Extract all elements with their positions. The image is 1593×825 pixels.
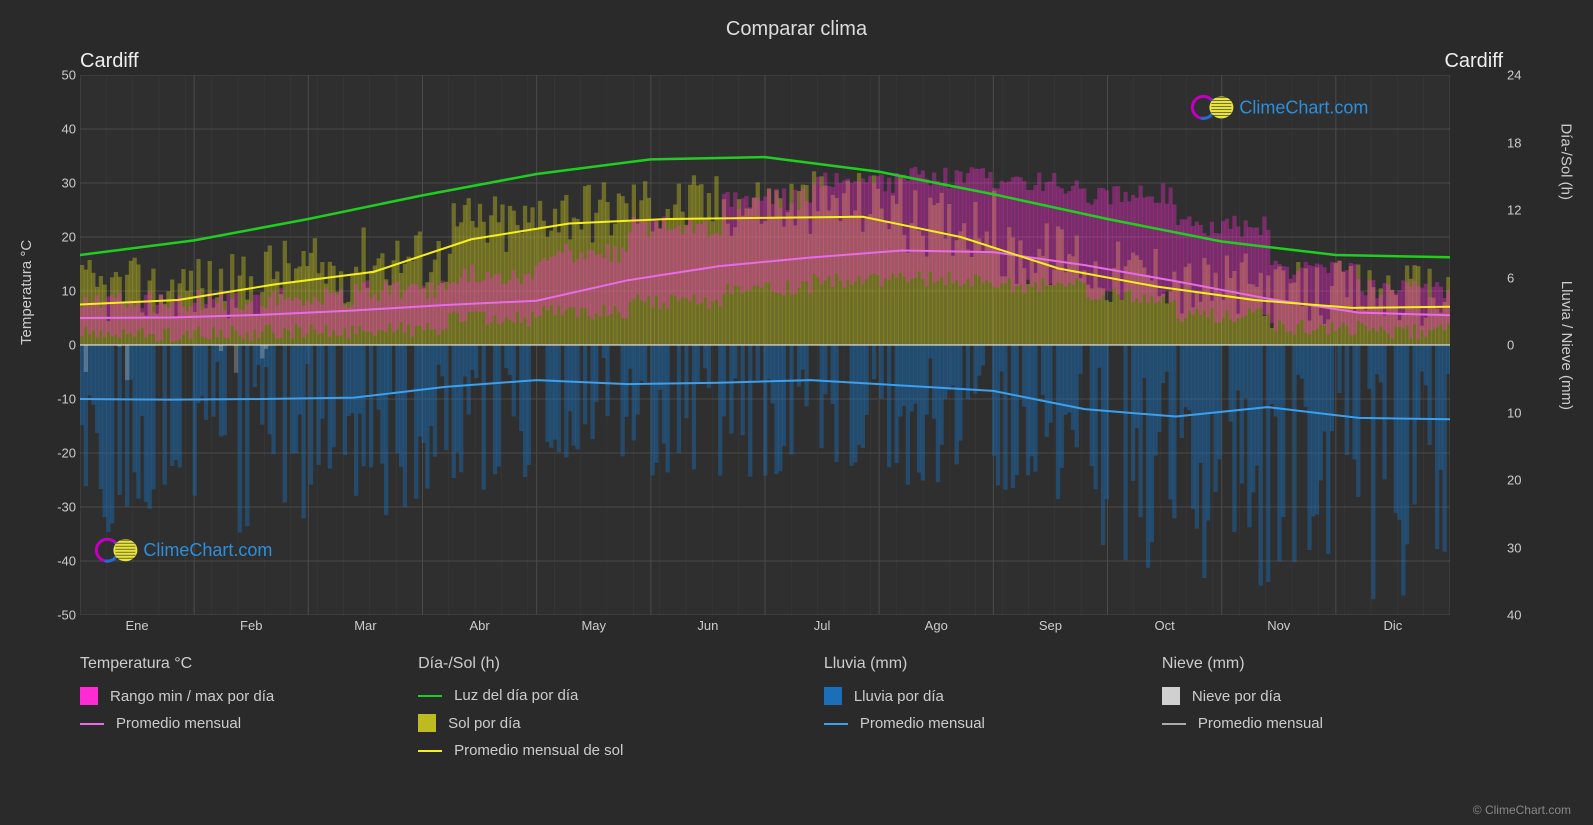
- y-left-tick-label: 0: [48, 338, 76, 353]
- x-tick-label: Sep: [1039, 618, 1062, 633]
- y-axis-left-label: Temperatura °C: [18, 240, 35, 345]
- y-left-tick-label: 50: [48, 68, 76, 83]
- legend-column: Lluvia (mm) Lluvia por día Promedio mensua…: [824, 655, 1162, 769]
- y-left-tick-label: 10: [48, 284, 76, 299]
- y-left-tick-label: -10: [48, 392, 76, 407]
- legend-item: Promedio mensual: [80, 715, 418, 732]
- chart-svg: ClimeChart.com ClimeChart.com: [80, 75, 1450, 615]
- x-tick-label: Nov: [1267, 618, 1290, 633]
- y-axis-right-top-label: Día-/Sol (h): [1558, 123, 1575, 200]
- legend-item-label: Promedio mensual: [860, 715, 985, 732]
- legend-swatch: [80, 687, 98, 705]
- legend-swatch: [418, 714, 436, 732]
- legend-item: Promedio mensual: [1162, 715, 1500, 732]
- y-right-bottom-tick-label: 10: [1507, 405, 1535, 420]
- y-right-top-tick-label: 18: [1507, 135, 1535, 150]
- y-left-tick-label: -40: [48, 554, 76, 569]
- svg-text:ClimeChart.com: ClimeChart.com: [143, 540, 272, 560]
- y-right-top-tick-label: 6: [1507, 270, 1535, 285]
- legend-item: Nieve por día: [1162, 687, 1500, 705]
- legend-item-label: Nieve por día: [1192, 688, 1281, 705]
- x-tick-label: Mar: [354, 618, 376, 633]
- svg-text:ClimeChart.com: ClimeChart.com: [1239, 97, 1368, 117]
- y-left-tick-label: -30: [48, 500, 76, 515]
- legend-swatch: [1162, 687, 1180, 705]
- x-tick-label: Jun: [697, 618, 718, 633]
- y-right-bottom-tick-label: 40: [1507, 608, 1535, 623]
- x-tick-label: Feb: [240, 618, 262, 633]
- legend-group-title: Lluvia (mm): [824, 655, 1162, 673]
- legend-item: Luz del día por día: [418, 687, 824, 704]
- y-left-tick-label: 40: [48, 122, 76, 137]
- legend-swatch: [418, 750, 442, 752]
- legend-item-label: Promedio mensual de sol: [454, 742, 623, 759]
- legend-swatch: [418, 695, 442, 697]
- x-tick-label: Dic: [1384, 618, 1403, 633]
- legend-column: Temperatura °C Rango min / max por día Pro…: [80, 655, 418, 769]
- y-right-top-tick-label: 12: [1507, 203, 1535, 218]
- y-right-bottom-tick-label: 20: [1507, 473, 1535, 488]
- legend-item-label: Rango min / max por día: [110, 688, 274, 705]
- legend-group-title: Día-/Sol (h): [418, 655, 824, 673]
- city-label-left: Cardiff: [80, 50, 139, 73]
- y-left-tick-label: -20: [48, 446, 76, 461]
- y-left-tick-label: 20: [48, 230, 76, 245]
- legend-group-title: Nieve (mm): [1162, 655, 1500, 673]
- y-axis-right-bottom-label: Lluvia / Nieve (mm): [1558, 281, 1575, 410]
- x-tick-label: Ago: [925, 618, 948, 633]
- chart-plot-area: ClimeChart.com ClimeChart.com: [80, 75, 1450, 615]
- y-left-tick-label: 30: [48, 176, 76, 191]
- legend-item: Sol por día: [418, 714, 824, 732]
- x-tick-label: Jul: [814, 618, 831, 633]
- legend-item-label: Sol por día: [448, 715, 521, 732]
- y-right-top-tick-label: 24: [1507, 68, 1535, 83]
- y-left-tick-label: -50: [48, 608, 76, 623]
- legend-column: Día-/Sol (h) Luz del día por día Sol por d…: [418, 655, 824, 769]
- legend-swatch: [824, 723, 848, 725]
- x-tick-label: May: [581, 618, 606, 633]
- legend-item: Promedio mensual: [824, 715, 1162, 732]
- legend-item: Rango min / max por día: [80, 687, 418, 705]
- legend-item-label: Promedio mensual: [116, 715, 241, 732]
- x-tick-label: Oct: [1154, 618, 1174, 633]
- y-right-top-tick-label: 0: [1507, 338, 1535, 353]
- legend-item-label: Lluvia por día: [854, 688, 944, 705]
- legend-item-label: Promedio mensual: [1198, 715, 1323, 732]
- y-right-bottom-tick-label: 30: [1507, 540, 1535, 555]
- legend-item: Promedio mensual de sol: [418, 742, 824, 759]
- legend-swatch: [80, 723, 104, 725]
- legend-column: Nieve (mm) Nieve por día Promedio mensual: [1162, 655, 1500, 769]
- legend-item: Lluvia por día: [824, 687, 1162, 705]
- x-tick-label: Abr: [469, 618, 489, 633]
- watermark-text: © ClimeChart.com: [1473, 803, 1571, 817]
- legend: Temperatura °C Rango min / max por día Pro…: [80, 655, 1500, 769]
- legend-group-title: Temperatura °C: [80, 655, 418, 673]
- x-tick-label: Ene: [126, 618, 149, 633]
- chart-title: Comparar clima: [0, 18, 1593, 41]
- legend-swatch: [1162, 723, 1186, 725]
- city-label-right: Cardiff: [1444, 50, 1503, 73]
- legend-swatch: [824, 687, 842, 705]
- legend-item-label: Luz del día por día: [454, 687, 578, 704]
